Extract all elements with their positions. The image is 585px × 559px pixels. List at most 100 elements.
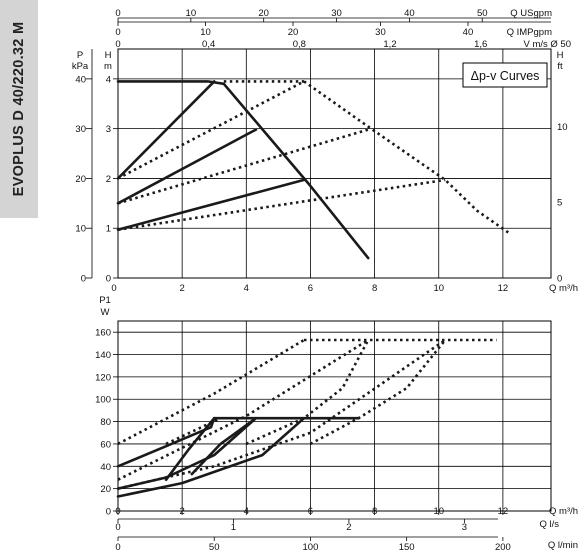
usgpm-tick-label: 50 <box>477 8 488 19</box>
lower-x-tick-label: 2 <box>179 506 184 517</box>
impgpm-tick-label: 10 <box>200 27 211 38</box>
kpa-tick-label: 20 <box>75 174 86 185</box>
head-ft-axis-label-top: H <box>557 50 564 61</box>
upper-x-tick-label: 4 <box>244 283 249 294</box>
power-series-solid-5 <box>190 416 258 476</box>
head-m-tick-label: 3 <box>106 124 111 135</box>
head-series-dotted-5 <box>117 80 305 180</box>
lmin-axis-label: Q l/min <box>548 540 578 551</box>
impgpm-tick-label: 0 <box>115 27 120 38</box>
head-m-tick-label: 2 <box>106 174 111 185</box>
head-m-axis-label-bottom: m <box>104 61 112 72</box>
impgpm-tick-label: 20 <box>288 27 299 38</box>
lower-x-axis-label: Q m³/h <box>549 506 578 517</box>
kpa-tick-label: 40 <box>75 74 86 85</box>
ls-tick-label: 1 <box>231 522 236 533</box>
velocity-axis-label: V m/s Ø 50 <box>523 39 571 50</box>
head-series-dotted-6 <box>117 128 369 205</box>
head-series-dotted-8 <box>303 80 511 235</box>
upper-x-tick-label: 12 <box>498 283 509 294</box>
upper-x-tick-label: 8 <box>372 283 377 294</box>
lower-x-tick-label: 12 <box>498 506 509 517</box>
lower-x-tick-label: 6 <box>308 506 313 517</box>
head-ft-axis-label-bottom: ft <box>557 61 563 72</box>
usgpm-tick-label: 20 <box>258 8 269 19</box>
usgpm-tick-label: 40 <box>404 8 415 19</box>
chart-title: Δp-v Curves <box>471 69 540 83</box>
power-tick-label: 160 <box>95 328 111 339</box>
upper-x-tick-label: 2 <box>179 283 184 294</box>
power-series-solid-0 <box>116 416 216 468</box>
velocity-tick-label: 0 <box>115 39 120 50</box>
head-ft-tick-label: 0 <box>557 274 562 285</box>
power-axis-label-top: P1 <box>99 295 111 306</box>
power-series-dotted-10 <box>165 417 222 446</box>
lmin-tick-label: 150 <box>399 542 415 553</box>
power-series-dotted-11 <box>245 339 370 446</box>
power-tick-label: 120 <box>95 372 111 383</box>
velocity-tick-label: 1,6 <box>474 39 487 50</box>
velocity-tick-label: 0,8 <box>293 39 306 50</box>
power-tick-label: 60 <box>100 439 111 450</box>
power-series-dotted-6 <box>117 338 305 446</box>
lower-x-tick-label: 0 <box>115 506 120 517</box>
usgpm-tick-label: 10 <box>186 8 197 19</box>
lmin-tick-label: 50 <box>209 542 220 553</box>
upper-x-axis-label: Q m³/h <box>549 283 578 294</box>
head-ft-tick-label: 5 <box>557 198 562 209</box>
lower-plot-frame <box>117 320 552 512</box>
upper-x-tick-label: 0 <box>111 283 116 294</box>
impgpm-tick-label: 40 <box>463 27 474 38</box>
lower-x-tick-label: 8 <box>372 506 377 517</box>
head-m-tick-label: 0 <box>106 274 111 285</box>
power-tick-label: 20 <box>100 484 111 495</box>
head-series-solid-0 <box>116 80 216 180</box>
head-m-tick-label: 1 <box>106 224 111 235</box>
kpa-tick-label: 0 <box>81 274 86 285</box>
head-m-axis-label-top: H <box>105 50 112 61</box>
usgpm-tick-label: 30 <box>331 8 342 19</box>
power-series-dotted-8 <box>117 338 446 490</box>
upper-x-tick-label: 6 <box>308 283 313 294</box>
power-tick-label: 0 <box>106 507 111 518</box>
head-series-solid-2 <box>116 178 306 231</box>
kpa-tick-label: 30 <box>75 124 86 135</box>
impgpm-axis-label: Q IMPgpm <box>507 27 552 38</box>
kpa-tick-label: 10 <box>75 224 86 235</box>
usgpm-axis-label: Q USgpm <box>510 8 552 19</box>
velocity-tick-label: 1,2 <box>383 39 396 50</box>
model-side-tab: EVOPLUS D 40/220.32 M <box>0 0 38 218</box>
lmin-tick-label: 200 <box>495 542 511 553</box>
power-axis-label-bottom: W <box>101 307 110 318</box>
head-series-solid-1 <box>116 128 258 205</box>
power-series-solid-2 <box>116 416 306 498</box>
lower-x-tick-label: 4 <box>244 506 249 517</box>
velocity-tick-label: 0,4 <box>202 39 215 50</box>
head-series-solid-3 <box>116 80 370 260</box>
ls-tick-label: 0 <box>115 522 120 533</box>
power-series-solid-4 <box>164 416 216 481</box>
ls-tick-label: 3 <box>462 522 467 533</box>
power-tick-label: 80 <box>100 417 111 428</box>
power-tick-label: 140 <box>95 350 111 361</box>
head-m-tick-label: 4 <box>106 74 111 85</box>
upper-plot-frame <box>117 48 552 279</box>
lower-x-tick-label: 10 <box>433 506 444 517</box>
ls-axis-label: Q l/s <box>539 519 559 530</box>
ls-tick-label: 2 <box>346 522 351 533</box>
head-series-dotted-7 <box>117 178 446 231</box>
power-series-dotted-12 <box>309 339 447 446</box>
kpa-axis-label-bottom: kPa <box>72 61 89 72</box>
lmin-tick-label: 0 <box>115 542 120 553</box>
head-ft-tick-label: 10 <box>557 122 568 133</box>
power-series-dotted-7 <box>117 338 369 481</box>
power-tick-label: 100 <box>95 395 111 406</box>
lmin-tick-label: 100 <box>303 542 319 553</box>
impgpm-tick-label: 30 <box>375 27 386 38</box>
usgpm-tick-label: 0 <box>115 8 120 19</box>
kpa-axis-label-top: P <box>77 50 83 61</box>
power-tick-label: 40 <box>100 462 111 473</box>
title-box <box>462 62 548 88</box>
upper-x-tick-label: 10 <box>433 283 444 294</box>
